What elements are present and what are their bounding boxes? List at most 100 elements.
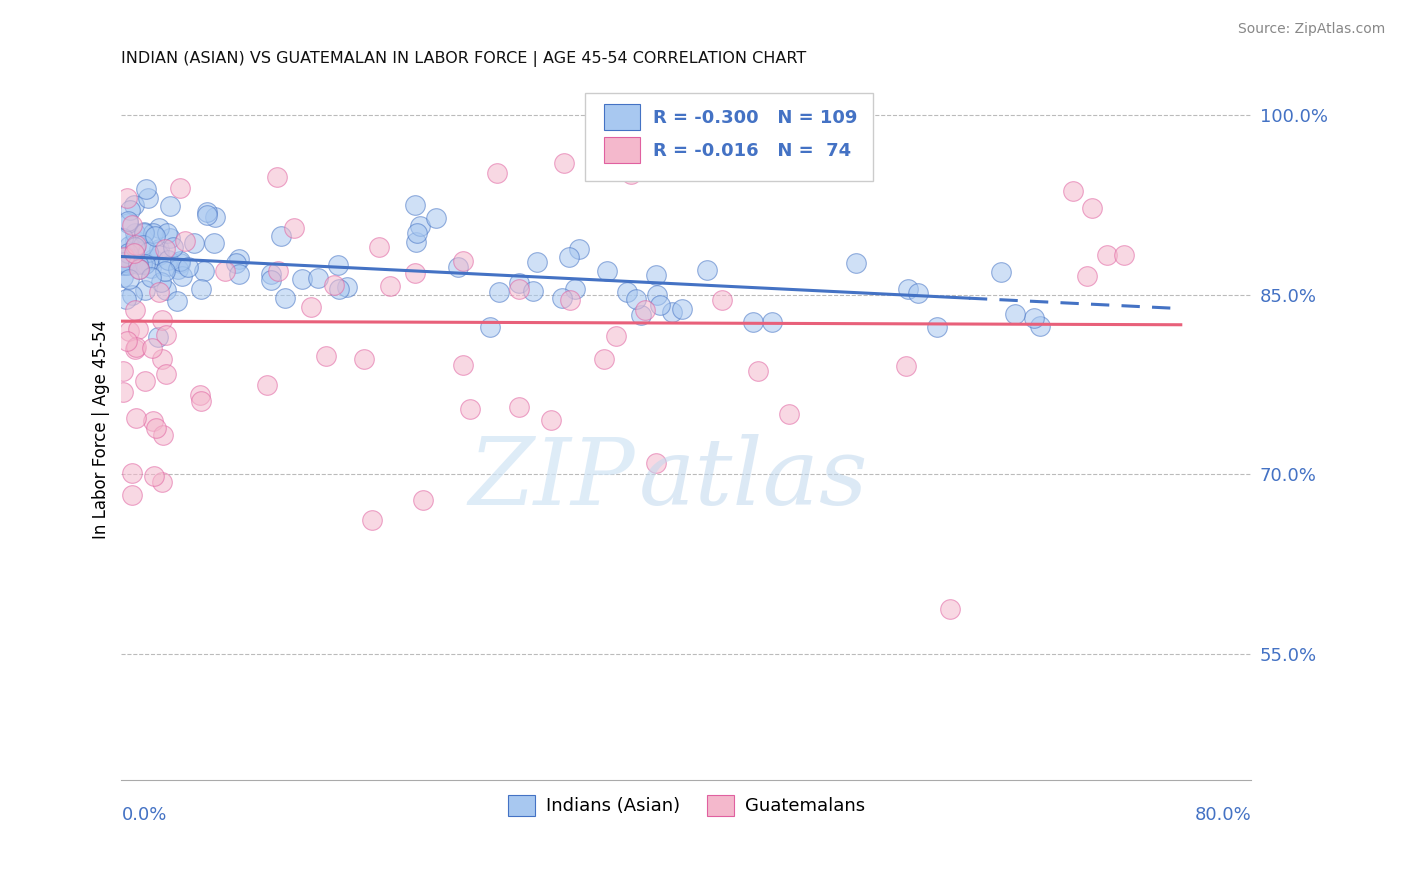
Point: [761, 315, 783, 329]
Point: [156, 227, 179, 241]
Point: [551, 291, 574, 305]
Text: R = -0.300   N = 109: R = -0.300 N = 109: [652, 109, 856, 127]
Point: [195, 208, 218, 222]
Point: [124, 233, 146, 247]
Point: [558, 293, 581, 308]
Point: [939, 602, 962, 616]
Point: [225, 255, 247, 269]
Point: [155, 283, 177, 297]
Point: [488, 285, 510, 299]
Point: [260, 273, 283, 287]
FancyBboxPatch shape: [585, 94, 873, 181]
Point: [148, 220, 170, 235]
Point: [648, 298, 671, 312]
Point: [1029, 318, 1052, 333]
Point: [159, 199, 181, 213]
Point: [127, 322, 149, 336]
Point: [128, 262, 150, 277]
Point: [128, 262, 150, 277]
Point: [195, 205, 218, 219]
Point: [1004, 307, 1026, 321]
Point: [256, 378, 278, 392]
Point: [406, 226, 429, 240]
Point: [156, 259, 179, 273]
Point: [121, 288, 143, 302]
Point: [307, 271, 329, 285]
Point: [301, 300, 323, 314]
Point: [742, 315, 765, 329]
Point: [111, 270, 134, 285]
Point: [162, 240, 184, 254]
Point: [540, 413, 562, 427]
Point: [142, 252, 165, 267]
Point: [526, 255, 548, 269]
Point: [142, 468, 165, 483]
Point: [1081, 201, 1104, 215]
Point: [150, 351, 173, 366]
Bar: [605, 136, 640, 163]
Point: [142, 414, 165, 428]
Point: [136, 245, 159, 260]
Point: [586, 156, 609, 170]
Point: [270, 229, 292, 244]
Point: [897, 282, 920, 296]
Point: [114, 255, 136, 269]
Point: [353, 352, 375, 367]
Point: [927, 320, 949, 334]
Point: [155, 327, 177, 342]
Point: [508, 400, 530, 414]
Point: [747, 363, 769, 377]
Point: [117, 245, 139, 260]
Point: [645, 288, 668, 302]
Point: [564, 282, 586, 296]
Point: [152, 428, 174, 442]
Point: [170, 269, 193, 284]
Point: [118, 257, 141, 271]
Point: [460, 401, 482, 416]
Point: [117, 239, 139, 253]
Point: [990, 265, 1012, 279]
Point: [508, 282, 530, 296]
Point: [115, 258, 138, 272]
Point: [124, 226, 146, 240]
Point: [522, 285, 544, 299]
Point: [169, 253, 191, 268]
Point: [183, 236, 205, 251]
Point: [148, 243, 170, 257]
Point: [111, 231, 134, 245]
Point: [620, 167, 643, 181]
Text: 80.0%: 80.0%: [1195, 806, 1251, 824]
Point: [453, 254, 475, 268]
Point: [139, 260, 162, 275]
Point: [267, 264, 290, 278]
Point: [117, 216, 139, 230]
Point: [368, 240, 391, 254]
Point: [132, 238, 155, 252]
Text: INDIAN (ASIAN) VS GUATEMALAN IN LABOR FORCE | AGE 45-54 CORRELATION CHART: INDIAN (ASIAN) VS GUATEMALAN IN LABOR FO…: [121, 51, 807, 67]
Point: [558, 250, 581, 264]
Point: [121, 218, 143, 232]
Point: [190, 387, 212, 401]
Point: [190, 393, 212, 408]
Point: [378, 279, 401, 293]
Point: [117, 214, 139, 228]
Point: [404, 197, 426, 211]
Point: [204, 211, 226, 225]
Point: [616, 285, 638, 300]
Point: [142, 226, 165, 240]
Point: [596, 264, 619, 278]
Point: [845, 256, 868, 270]
Point: [1095, 248, 1118, 262]
Point: [139, 270, 162, 285]
Point: [624, 292, 647, 306]
Point: [409, 219, 432, 233]
Point: [120, 203, 142, 218]
Point: [118, 325, 141, 339]
Legend: Indians (Asian), Guatemalans: Indians (Asian), Guatemalans: [501, 788, 872, 823]
Point: [315, 349, 337, 363]
Point: [150, 475, 173, 489]
Point: [153, 242, 176, 256]
Point: [121, 488, 143, 502]
Text: 0.0%: 0.0%: [121, 806, 167, 824]
Point: [630, 308, 652, 322]
